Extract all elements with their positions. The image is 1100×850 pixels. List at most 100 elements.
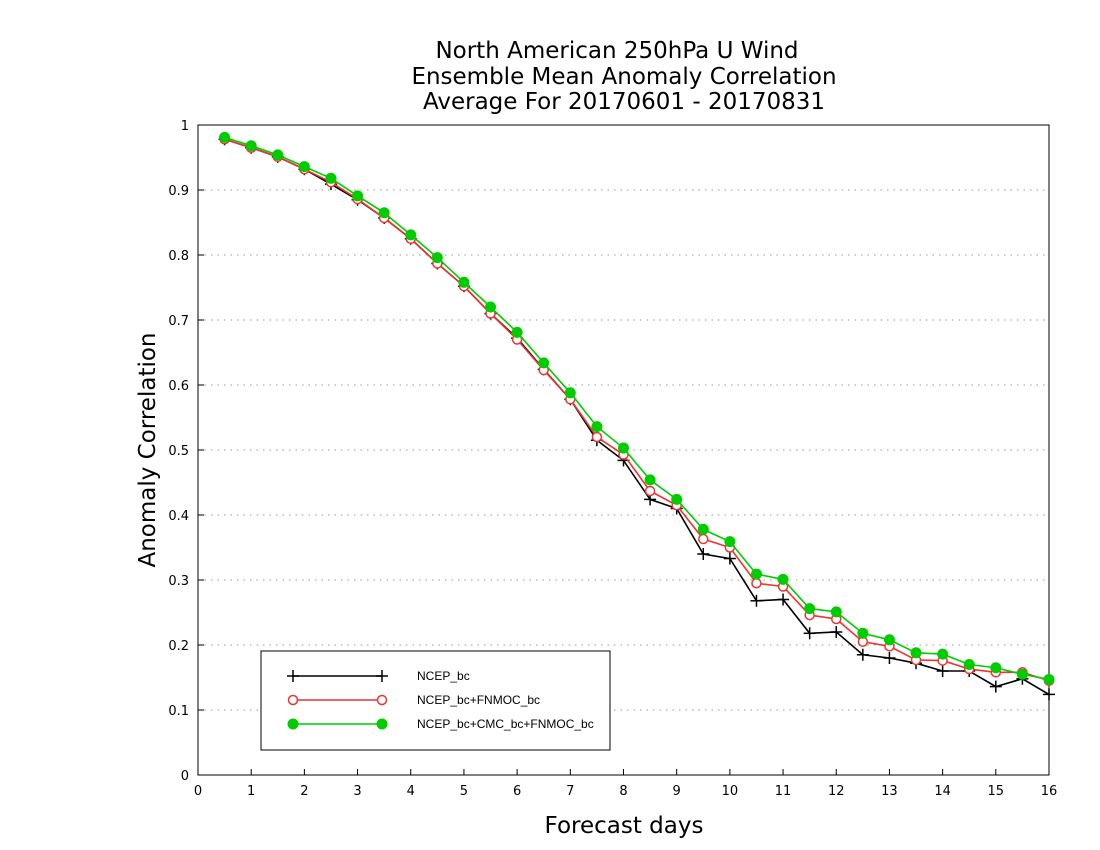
y-tick-label: 0.8 — [168, 249, 189, 264]
data-point — [325, 172, 337, 184]
y-axis-ticks: 0 0.1 0.2 0.3 0.4 0.5 0.6 0.7 0.8 0.9 1 — [168, 119, 204, 784]
x-axis-ticks: 0 1 2 3 4 5 6 7 8 9 10 11 12 13 14 15 16 — [194, 769, 1057, 799]
data-point — [644, 485, 656, 497]
chart-title-line-3: Average For 20170601 - 20170831 — [423, 89, 825, 115]
legend-marker — [287, 718, 299, 730]
x-tick-label: 5 — [460, 784, 468, 799]
y-tick-label: 0.2 — [168, 639, 189, 654]
data-point — [1016, 668, 1028, 680]
legend-item-1: NCEP_bc — [287, 669, 470, 683]
data-point — [697, 548, 710, 560]
x-tick-label: 12 — [828, 784, 845, 799]
x-tick-label: 2 — [300, 784, 308, 799]
data-point — [671, 493, 683, 505]
data-point — [937, 648, 949, 660]
data-point — [883, 634, 895, 646]
legend-marker — [287, 694, 299, 706]
x-tick-label: 4 — [407, 784, 415, 799]
x-tick-label: 3 — [353, 784, 361, 799]
data-point — [245, 140, 257, 152]
legend-label: NCEP_bc+FNMOC_bc — [417, 693, 540, 707]
data-point — [272, 149, 284, 161]
data-point — [1043, 688, 1055, 701]
chart-title-line-1: North American 250hPa U Wind — [435, 38, 798, 64]
data-point — [511, 326, 523, 338]
data-point — [1043, 673, 1055, 685]
x-tick-label: 13 — [881, 784, 898, 799]
data-point — [405, 229, 417, 241]
data-point — [352, 190, 364, 202]
data-point — [777, 573, 789, 585]
data-point — [697, 523, 709, 535]
x-tick-label: 11 — [775, 784, 792, 799]
legend-items: NCEP_bc NCEP_bc+FNMOC_bc NCEP_bc+CMC_bc+FN… — [287, 669, 594, 731]
legend: NCEP_bc NCEP_bc+FNMOC_bc NCEP_bc+CMC_bc+FN… — [260, 650, 611, 751]
data-point — [378, 207, 390, 219]
x-tick-label: 9 — [673, 784, 681, 799]
y-axis-label: Anomaly Correlation — [135, 332, 161, 567]
series-1 — [218, 133, 1055, 701]
data-point — [990, 662, 1002, 674]
data-point — [936, 665, 949, 677]
data-point — [989, 680, 1002, 693]
data-point — [723, 552, 736, 565]
data-point — [485, 301, 497, 313]
legend-item-2: NCEP_bc+FNMOC_bc — [287, 693, 540, 707]
data-point — [804, 603, 816, 615]
y-tick-label: 1 — [181, 119, 189, 134]
data-point — [751, 578, 762, 589]
series-line — [224, 138, 1050, 682]
data-point — [803, 627, 816, 640]
x-tick-label: 6 — [513, 784, 521, 799]
data-point — [830, 626, 843, 638]
x-tick-label: 1 — [247, 784, 255, 799]
legend-marker — [376, 694, 388, 706]
series-line — [224, 138, 1050, 696]
legend-item-3: NCEP_bc+CMC_bc+FNMOC_bc — [287, 717, 594, 731]
y-tick-label: 0.4 — [168, 509, 189, 524]
x-tick-label: 8 — [619, 784, 627, 799]
x-tick-label: 14 — [934, 784, 951, 799]
data-point — [777, 593, 790, 606]
data-point — [750, 594, 763, 607]
data-point — [883, 652, 896, 664]
y-tick-label: 0.7 — [168, 314, 189, 329]
data-point — [724, 536, 736, 548]
series-3 — [219, 131, 1055, 685]
data-point — [538, 357, 550, 369]
x-tick-label: 0 — [194, 784, 202, 799]
data-point — [963, 659, 975, 670]
series-line — [224, 136, 1050, 681]
data-point — [830, 606, 842, 618]
data-point — [591, 421, 603, 433]
legend-marker — [376, 670, 388, 682]
data-point — [298, 161, 310, 173]
data-point — [698, 533, 709, 545]
y-tick-label: 0.3 — [168, 574, 189, 589]
x-tick-label: 16 — [1041, 784, 1058, 799]
x-tick-label: 10 — [722, 784, 739, 799]
series-2 — [219, 134, 1055, 686]
data-point — [750, 568, 762, 580]
legend-label: NCEP_bc+CMC_bc+FNMOC_bc — [417, 717, 594, 731]
y-tick-label: 0 — [181, 769, 189, 784]
y-tick-label: 0.6 — [168, 379, 189, 394]
chart-title: North American 250hPa U Wind Ensemble Me… — [411, 38, 836, 115]
data-point — [910, 647, 922, 659]
data-point — [219, 131, 231, 143]
data-point — [458, 276, 470, 288]
data-point — [857, 627, 869, 639]
data-series — [218, 131, 1055, 701]
grid-lines — [198, 189, 1049, 711]
data-point — [591, 431, 603, 443]
legend-marker — [376, 718, 388, 730]
x-tick-label: 7 — [566, 784, 574, 799]
data-point — [856, 648, 869, 661]
x-tick-label: 15 — [988, 784, 1005, 799]
data-point — [431, 252, 443, 264]
x-axis-label: Forecast days — [545, 813, 704, 839]
data-point — [644, 474, 656, 486]
y-tick-label: 0.9 — [168, 184, 189, 199]
y-tick-label: 0.1 — [168, 704, 189, 719]
